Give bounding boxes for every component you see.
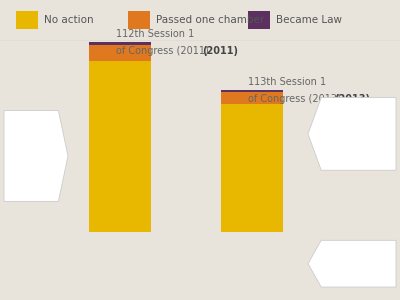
Text: (2013): (2013) [334,94,370,104]
Bar [221,90,283,92]
Text: ena: ena [329,124,346,133]
Text: of Congress (2013): of Congress (2013) [248,94,341,104]
Text: Con: Con [329,252,347,261]
Text: ssed: ssed [10,145,31,154]
Text: ared: ared [10,190,30,199]
Polygon shape [308,98,396,170]
Text: 112th Session 1: 112th Session 1 [116,29,194,39]
Polygon shape [4,111,68,201]
Text: (2011): (2011) [202,46,238,56]
Bar [221,92,283,104]
Text: of Congress (2011): of Congress (2011) [116,46,209,56]
Bar [16,11,38,29]
Polygon shape [308,240,396,287]
Text: ced: ced [10,122,26,131]
Bar [89,61,151,232]
Text: they: they [329,160,349,169]
Bar [89,42,151,45]
Text: 113th Session 1: 113th Session 1 [248,77,326,87]
Bar [248,11,270,29]
Bar [128,11,150,29]
Text: Passed one chamber: Passed one chamber [156,15,264,25]
Text: In 2: In 2 [329,106,346,115]
Text: Became Law: Became Law [276,15,342,25]
Text: was: was [10,167,28,176]
Text: No action: No action [44,15,94,25]
Bar [89,45,151,61]
Text: the: the [329,142,344,151]
Bar [221,104,283,232]
